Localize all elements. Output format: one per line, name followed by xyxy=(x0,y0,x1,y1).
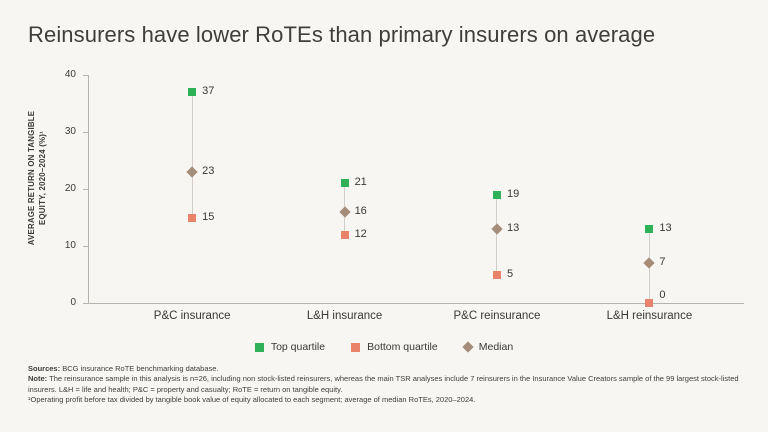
footnote-line: Sources: BCG insurance RoTE benchmarking… xyxy=(28,364,219,373)
y-tick-label: 30 xyxy=(64,126,76,137)
legend-item: Bottom quartile xyxy=(351,341,438,353)
x-axis-category-label: P&C insurance xyxy=(153,310,231,322)
legend: Top quartile Bottom quartile Median xyxy=(0,341,768,353)
value-label: 0 xyxy=(659,289,666,301)
square-swatch-icon xyxy=(351,342,361,352)
bottom-quartile-marker xyxy=(645,299,654,307)
y-tick-mark xyxy=(83,246,88,247)
y-axis-title-line: EQUITY, 2020–2024 (%)¹ xyxy=(37,131,47,225)
y-tick-mark xyxy=(83,132,88,133)
value-label: 13 xyxy=(506,221,520,234)
legend-item: Top quartile xyxy=(254,341,326,353)
diamond-swatch-icon xyxy=(462,341,474,353)
top-quartile-marker xyxy=(188,88,197,97)
legend-label: Bottom quartile xyxy=(367,341,438,353)
footnote-line: ¹Operating profit before tax divided by … xyxy=(28,395,476,405)
bottom-quartile-marker xyxy=(188,213,197,222)
legend-label: Median xyxy=(478,341,514,353)
top-quartile-marker xyxy=(645,224,654,233)
y-tick-mark xyxy=(83,75,88,76)
quartile-range-connector xyxy=(496,194,498,275)
value-label: 16 xyxy=(354,204,367,217)
y-tick-label: 20 xyxy=(64,183,76,194)
value-label: 5 xyxy=(506,267,514,280)
footnote-label: Sources: xyxy=(28,364,61,373)
bottom-quartile-marker xyxy=(492,270,501,279)
y-axis-title-line: AVERAGE RETURN ON TANGIBLE xyxy=(27,110,36,246)
square-swatch-icon xyxy=(254,342,264,352)
legend-label: Top quartile xyxy=(270,341,326,353)
value-label: 12 xyxy=(354,227,367,240)
top-quartile-marker xyxy=(340,179,349,188)
footnotes: Sources: BCG insurance RoTE benchmarking… xyxy=(28,364,744,406)
value-label: 13 xyxy=(659,221,672,234)
value-label: 15 xyxy=(202,210,215,223)
plot-axes xyxy=(88,75,744,304)
quartile-range-connector xyxy=(191,92,193,218)
chart-title: Reinsurers have lower RoTEs than primary… xyxy=(28,22,656,47)
x-axis-category-label: L&H reinsurance xyxy=(606,310,693,322)
bottom-quartile-marker xyxy=(340,230,349,239)
legend-item: Median xyxy=(462,341,514,353)
value-label: 37 xyxy=(202,85,215,98)
y-tick-label: 10 xyxy=(64,240,76,251)
y-tick-mark xyxy=(83,189,88,190)
value-label: 23 xyxy=(202,164,215,177)
y-tick-label: 40 xyxy=(64,69,76,80)
footnote-label: Note: xyxy=(28,374,48,384)
footnote-line: Note: The reinsurance sample in this ana… xyxy=(28,374,739,394)
value-label: 19 xyxy=(506,187,520,200)
y-tick-mark xyxy=(83,303,88,304)
y-tick-label: 0 xyxy=(70,297,76,308)
value-label: 7 xyxy=(659,256,666,269)
x-axis-category-label: P&C reinsurance xyxy=(453,310,541,322)
value-label: 21 xyxy=(354,176,367,189)
y-axis-title: AVERAGE RETURN ON TANGIBLE EQUITY, 2020–2… xyxy=(27,64,51,292)
x-axis-category-label: L&H insurance xyxy=(306,310,383,322)
top-quartile-marker xyxy=(492,190,501,199)
